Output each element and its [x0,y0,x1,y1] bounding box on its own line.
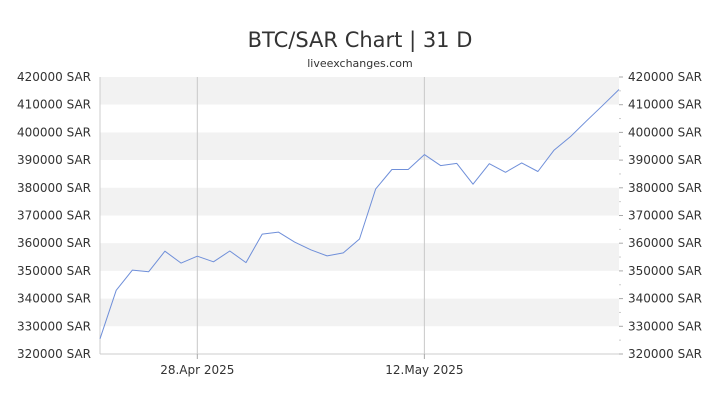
grid-band [100,132,619,161]
y-tick-label-right: 380000 SAR [628,181,702,195]
grid-band [100,298,619,327]
y-tick-label-right: 320000 SAR [628,347,702,361]
grid-band [100,326,619,354]
y-tick-label-right: 350000 SAR [628,264,702,278]
y-tick-label-left: 380000 SAR [17,181,91,195]
grid-band [100,160,619,188]
grid-band [100,243,619,271]
y-tick-label-left: 370000 SAR [17,209,91,223]
x-tick-label: 12.May 2025 [385,363,463,377]
y-tick-label-left: 410000 SAR [17,98,91,112]
series-group [99,89,620,339]
grid-band [100,187,619,216]
y-axis-right: 420000 SAR 410000 SAR 400000 SAR 390000 SAR… [619,70,702,361]
y-tick-label-left: 390000 SAR [17,153,91,167]
grid-band [100,77,619,105]
y-tick-label-left: 350000 SAR [17,264,91,278]
chart-title: BTC/SAR Chart | 31 D [248,28,473,53]
y-tick-label-right: 400000 SAR [628,125,702,139]
chart-subtitle: liveexchanges.com [307,57,412,70]
y-tick-label-left: 420000 SAR [17,70,91,84]
y-tick-label-left: 330000 SAR [17,319,91,333]
y-tick-label-right: 340000 SAR [628,292,702,306]
y-tick-label-right: 410000 SAR [628,98,702,112]
y-tick-label-left: 400000 SAR [17,125,91,139]
grid-band [100,104,619,133]
plot-bands [100,77,619,354]
y-axis-left: 420000 SAR 410000 SAR 400000 SAR 390000 SAR… [17,70,91,361]
grid-band [100,270,619,299]
x-tick-label: 28.Apr 2025 [160,363,234,377]
y-tick-label-left: 320000 SAR [17,347,91,361]
series-line [99,89,620,339]
y-tick-label-right: 330000 SAR [628,319,702,333]
y-tick-label-right: 390000 SAR [628,153,702,167]
y-tick-label-right: 360000 SAR [628,236,702,250]
y-tick-label-right: 370000 SAR [628,209,702,223]
x-axis: 28.Apr 2025 12.May 2025 [160,354,464,377]
y-tick-label-left: 360000 SAR [17,236,91,250]
plot-frame [99,77,619,355]
y-tick-label-right: 420000 SAR [628,70,702,84]
y-tick-label-left: 340000 SAR [17,292,91,306]
vertical-gridlines [196,77,425,354]
